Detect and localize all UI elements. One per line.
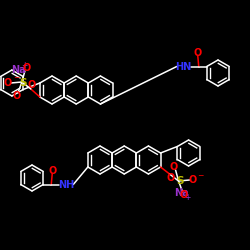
Text: O: O: [170, 162, 178, 172]
Text: HN: HN: [176, 62, 192, 72]
Text: O: O: [188, 175, 197, 185]
Text: O: O: [28, 80, 36, 90]
Text: Na: Na: [174, 188, 189, 198]
Text: S: S: [176, 176, 183, 186]
Text: +: +: [184, 192, 191, 202]
Text: S: S: [19, 78, 27, 88]
Text: −: −: [198, 172, 204, 180]
Text: O: O: [194, 48, 202, 58]
Text: O: O: [4, 78, 12, 88]
Text: O: O: [48, 166, 56, 175]
Text: O: O: [23, 63, 31, 73]
Text: NH: NH: [58, 180, 74, 190]
Text: O: O: [13, 91, 21, 101]
Text: +: +: [22, 62, 28, 70]
Text: Na: Na: [12, 65, 26, 75]
Text: O: O: [180, 190, 188, 200]
Text: O: O: [166, 173, 175, 183]
Text: −: −: [13, 74, 19, 82]
